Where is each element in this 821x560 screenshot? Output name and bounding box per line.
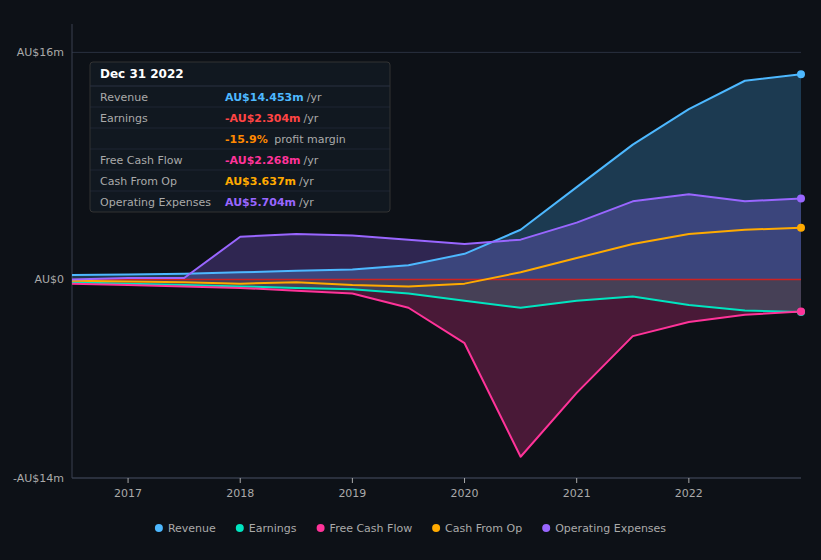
legend-swatch (432, 524, 440, 532)
info-box-row-separator (90, 170, 390, 171)
info-box-value: AU$14.453m (225, 91, 304, 104)
x-tick-label: 2017 (114, 487, 142, 500)
info-box-frame (90, 62, 390, 212)
info-box-label: Operating Expenses (100, 196, 211, 209)
x-axis-line (72, 478, 801, 479)
x-tick-label: 2022 (675, 487, 703, 500)
end-dot (797, 224, 805, 232)
legend-item: Free Cash Flow (317, 522, 413, 535)
chart: AU$16m AU$0 -AU$14m 2017 2018 2019 2020 2021 202… (0, 0, 821, 560)
legend-swatch (542, 524, 550, 532)
info-box-row: -15.9% profit margin (225, 133, 346, 146)
grid-line (72, 478, 801, 479)
info-box-label: Revenue (100, 91, 148, 104)
legend-swatch (236, 524, 244, 532)
info-box-row: AU$3.637m/yr (225, 175, 314, 188)
legend-label: Cash From Op (445, 522, 522, 535)
info-box-row-separator (90, 149, 390, 150)
x-tick-label: 2020 (451, 487, 479, 500)
series-line (72, 194, 801, 279)
x-tick-label: 2018 (226, 487, 254, 500)
legend-item: Revenue (155, 522, 216, 535)
info-box-row: -AU$2.304m/yr (225, 112, 319, 125)
series-line (72, 284, 801, 457)
legend-swatch (317, 524, 325, 532)
legend-label: Operating Expenses (555, 522, 666, 535)
info-box-value: AU$5.704m (225, 196, 296, 209)
y-tick-label: AU$0 (34, 273, 64, 286)
y-tick-label: -AU$14m (13, 472, 64, 485)
x-tick-label: 2019 (338, 487, 366, 500)
legend-label: Earnings (249, 522, 297, 535)
area-fill (72, 279, 801, 456)
background (0, 0, 821, 560)
info-box-unit: /yr (299, 175, 314, 188)
info-box-unit: /yr (307, 91, 322, 104)
info-box-row-separator (90, 128, 390, 129)
y-axis-line (72, 24, 73, 478)
info-box-label: Cash From Op (100, 175, 177, 188)
legend-swatch (155, 524, 163, 532)
info-box-title: Dec 31 2022 (100, 67, 184, 81)
legend-item: Operating Expenses (542, 522, 666, 535)
end-dot (797, 70, 805, 78)
info-box-label: Free Cash Flow (100, 154, 183, 167)
x-tick (576, 478, 577, 483)
legend-label: Free Cash Flow (330, 522, 413, 535)
info-box-value: AU$3.637m (225, 175, 296, 188)
info-box-row: -AU$2.268m/yr (225, 154, 319, 167)
info-box-unit: /yr (304, 154, 319, 167)
info-box-row: AU$5.704m/yr (225, 196, 314, 209)
legend-item: Cash From Op (432, 522, 522, 535)
info-box-row-separator (90, 107, 390, 108)
x-tick (352, 478, 353, 483)
grid-line (72, 279, 801, 280)
info-box-row: AU$14.453m/yr (225, 91, 322, 104)
info-box-value: -15.9% (225, 133, 268, 146)
info-box-separator (90, 86, 390, 87)
end-dot (797, 194, 805, 202)
area-fill (72, 194, 801, 279)
grid-line (72, 52, 801, 53)
x-tick (464, 478, 465, 483)
info-box-value: -AU$2.268m (225, 154, 301, 167)
x-tick (128, 478, 129, 483)
legend-item: Earnings (236, 522, 297, 535)
info-box-unit: /yr (299, 196, 314, 209)
info-box: Dec 31 2022 Revenue AU$14.453m/yr Earnings -… (90, 62, 390, 212)
end-dot (797, 308, 805, 316)
x-tick (240, 478, 241, 483)
x-tick (688, 478, 689, 483)
x-tick-label: 2021 (563, 487, 591, 500)
y-tick-label: AU$16m (17, 46, 64, 59)
legend-label: Revenue (168, 522, 216, 535)
info-box-row-separator (90, 191, 390, 192)
info-box-unit: /yr (304, 112, 319, 125)
info-box-unit: profit margin (271, 133, 346, 146)
info-box-label: Earnings (100, 112, 148, 125)
info-box-value: -AU$2.304m (225, 112, 301, 125)
legend: Revenue Earnings Free Cash Flow Cash From O… (155, 522, 666, 535)
end-dot (797, 308, 805, 316)
